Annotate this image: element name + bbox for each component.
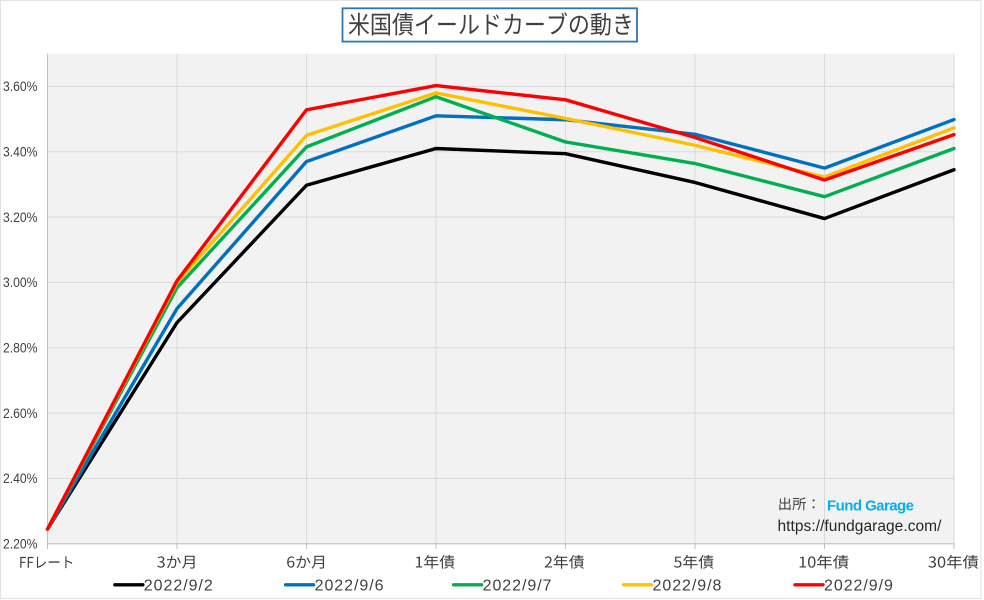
svg-text:2022/9/9: 2022/9/9 bbox=[824, 577, 894, 594]
svg-text:2.40%: 2.40% bbox=[3, 470, 38, 486]
svg-text:Fund Garage: Fund Garage bbox=[827, 498, 914, 515]
svg-text:3.20%: 3.20% bbox=[3, 209, 38, 225]
svg-text:2022/9/8: 2022/9/8 bbox=[653, 577, 723, 594]
svg-text:2022/9/2: 2022/9/2 bbox=[144, 577, 214, 594]
svg-text:3.60%: 3.60% bbox=[3, 78, 38, 94]
svg-text:3.00%: 3.00% bbox=[3, 274, 38, 290]
svg-text:2.20%: 2.20% bbox=[3, 536, 38, 552]
svg-text:https://fundgarage.com/: https://fundgarage.com/ bbox=[778, 518, 943, 535]
svg-text:2022/9/7: 2022/9/7 bbox=[483, 577, 553, 594]
svg-text:3.40%: 3.40% bbox=[3, 144, 38, 160]
svg-text:2022/9/6: 2022/9/6 bbox=[315, 577, 385, 594]
svg-text:2.80%: 2.80% bbox=[3, 340, 38, 356]
svg-text:2.60%: 2.60% bbox=[3, 405, 38, 421]
